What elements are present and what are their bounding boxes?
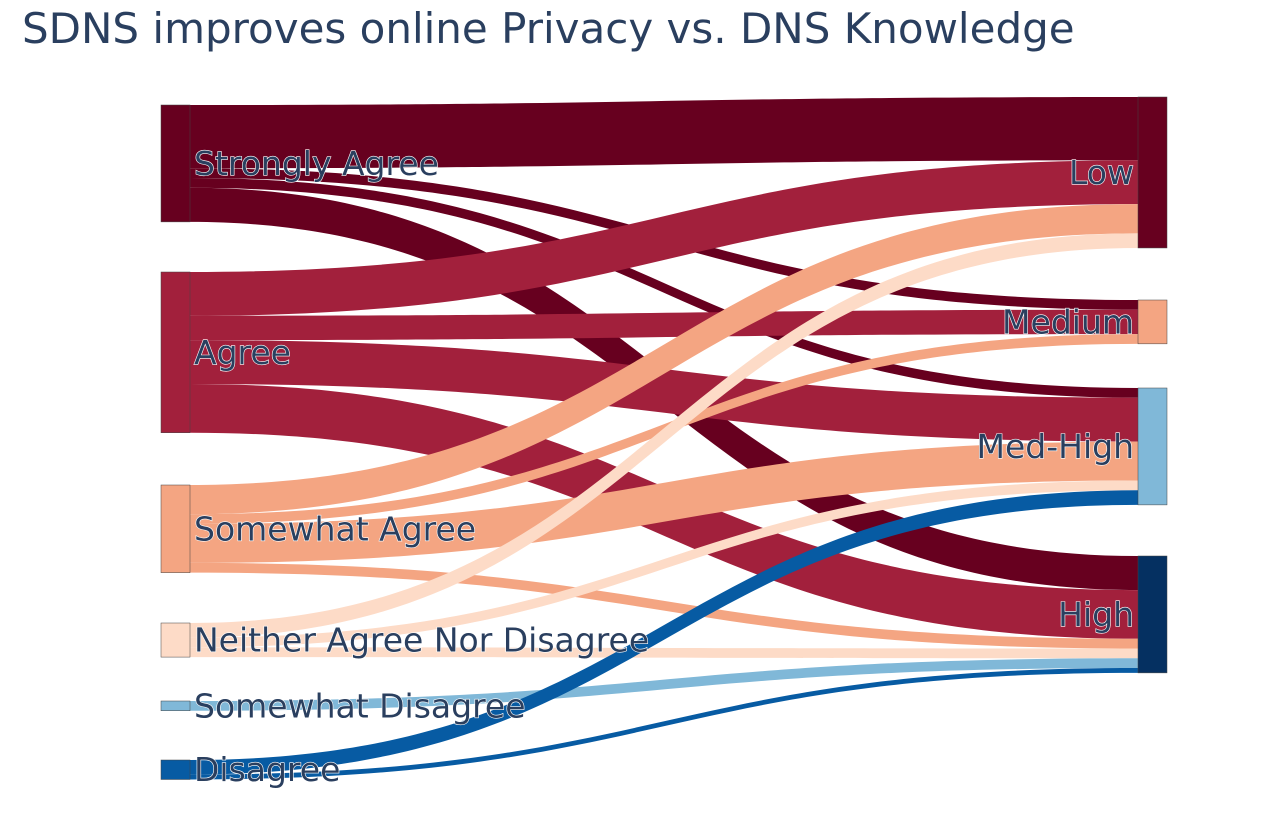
node-label-med-high: Med-High (977, 427, 1134, 466)
link-disagree-to-med-high[interactable] (190, 490, 1138, 775)
link-strongly-agree-to-med-high[interactable] (190, 178, 1138, 398)
link-neither-agree-nor-disagree-to-med-high[interactable] (190, 480, 1138, 648)
link-agree-to-med-high[interactable] (190, 340, 1138, 442)
node-label-high: High (1058, 595, 1134, 634)
node-label-neither-agree-nor-disagree: Neither Agree Nor Disagree (194, 621, 649, 660)
node-target-high[interactable] (1137, 555, 1168, 674)
node-source-agree[interactable] (160, 271, 191, 433)
node-label-somewhat-agree: Somewhat Agree (194, 509, 476, 548)
link-strongly-agree-to-low[interactable] (190, 97, 1138, 169)
link-disagree-to-high[interactable] (190, 668, 1138, 780)
link-somewhat-agree-to-med-high[interactable] (190, 441, 1138, 563)
node-source-strongly-agree[interactable] (160, 104, 191, 223)
node-label-strongly-agree: Strongly Agree (194, 144, 439, 183)
link-somewhat-agree-to-low[interactable] (190, 204, 1138, 515)
node-target-medium[interactable] (1137, 299, 1168, 345)
node-label-agree: Agree (194, 333, 291, 372)
link-neither-agree-nor-disagree-to-low[interactable] (190, 233, 1138, 638)
links-layer (190, 97, 1138, 780)
node-label-disagree: Disagree (194, 750, 340, 789)
node-source-disagree[interactable] (160, 759, 191, 780)
node-label-medium: Medium (1002, 302, 1134, 341)
node-label-somewhat-disagree: Somewhat Disagree (194, 686, 526, 725)
node-source-somewhat-agree[interactable] (160, 484, 191, 573)
node-source-somewhat-disagree[interactable] (160, 700, 191, 711)
nodes-layer (160, 96, 1168, 780)
chart-title: SDNS improves online Privacy vs. DNS Kno… (22, 4, 1075, 53)
link-neither-agree-nor-disagree-to-high[interactable] (190, 647, 1138, 659)
labels-layer: Strongly Agree Agree Somewhat Agree Neither… (193, 143, 1134, 789)
node-source-neither-agree-nor-disagree[interactable] (160, 622, 191, 658)
link-somewhat-disagree-to-high[interactable] (190, 658, 1138, 711)
link-agree-to-low[interactable] (190, 160, 1138, 316)
node-label-low: Low (1069, 153, 1134, 192)
link-somewhat-agree-to-high[interactable] (190, 562, 1138, 649)
node-target-med-high[interactable] (1137, 387, 1168, 506)
node-target-low[interactable] (1137, 96, 1168, 249)
link-agree-to-medium[interactable] (190, 309, 1138, 341)
